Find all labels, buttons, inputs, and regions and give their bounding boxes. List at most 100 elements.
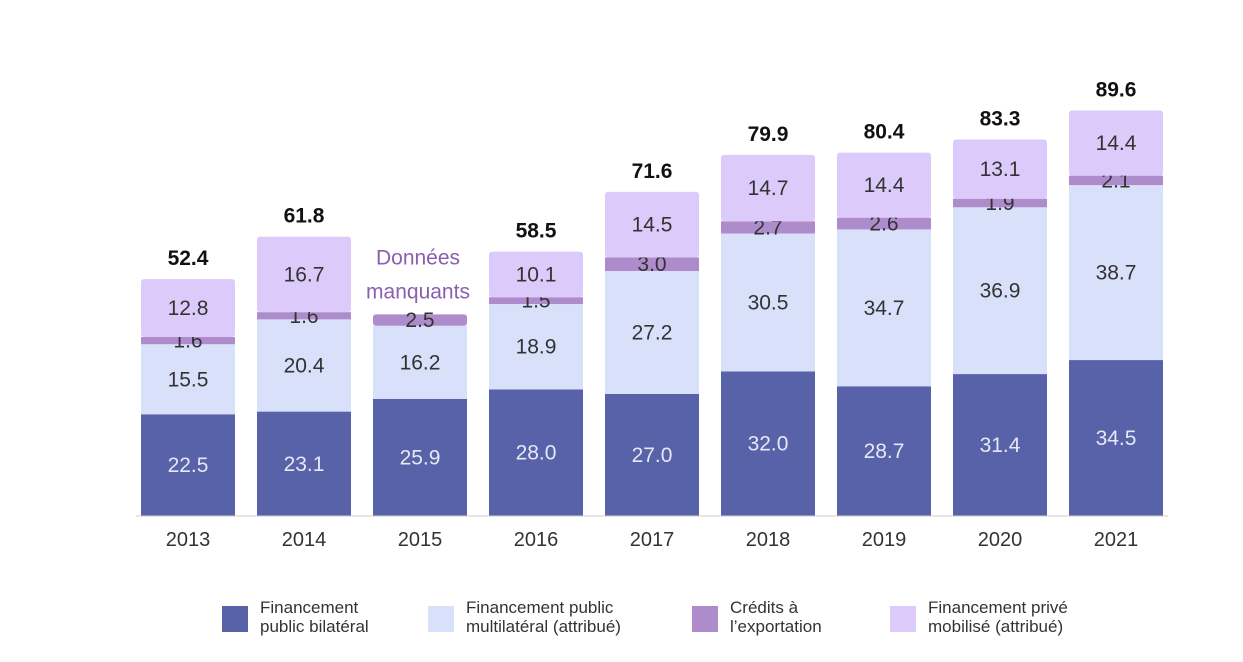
total-label: 83.3 xyxy=(980,107,1021,130)
legend-label-line: l’exportation xyxy=(730,617,822,636)
total-label: 79.9 xyxy=(748,123,789,146)
data-label-private: 12.8 xyxy=(168,297,209,320)
bar-segment-private xyxy=(489,251,583,298)
data-label-bilateral: 34.5 xyxy=(1096,427,1137,450)
data-label-bilateral: 28.0 xyxy=(516,442,557,465)
bar-segment-bilateral xyxy=(953,374,1047,516)
bar-segment-export xyxy=(605,257,699,272)
bar-segment-bilateral xyxy=(837,386,931,516)
bar-segment-bilateral xyxy=(605,393,699,516)
data-label-private: 10.1 xyxy=(516,263,557,286)
bar-segment-multilateral xyxy=(953,207,1047,375)
data-label-bilateral: 22.5 xyxy=(168,454,209,477)
bar-segment-export xyxy=(489,297,583,305)
bar-segment-private xyxy=(837,152,931,218)
bar-segment-export xyxy=(257,312,351,320)
data-label-private: 14.7 xyxy=(748,177,789,200)
x-tick-label: 2020 xyxy=(978,529,1023,551)
bar-segment-multilateral xyxy=(605,271,699,394)
data-label-multilateral: 34.7 xyxy=(864,297,905,320)
legend-item-private: Financement privé mobilisé (attribué) xyxy=(890,598,1068,636)
bar-segment-private xyxy=(141,279,235,338)
legend-swatch-multilateral xyxy=(428,606,454,632)
data-label-private: 14.4 xyxy=(1096,132,1137,155)
legend-label-line: Financement public xyxy=(466,598,614,617)
missing-data-annotation: manquants xyxy=(366,280,470,303)
bar-segment-bilateral xyxy=(141,414,235,516)
legend-label-multilateral: Financement public multilatéral (attribu… xyxy=(466,598,621,636)
legend-label-line: multilatéral (attribué) xyxy=(466,617,621,636)
data-label-private: 16.7 xyxy=(284,263,325,286)
bar-segment-multilateral xyxy=(1069,185,1163,361)
total-label: 71.6 xyxy=(632,160,673,183)
x-tick-label: 2014 xyxy=(282,529,327,551)
legend-label-private: Financement privé mobilisé (attribué) xyxy=(928,598,1068,636)
bar-segment-bilateral xyxy=(257,411,351,516)
bar-segment-multilateral xyxy=(141,344,235,415)
bar-segment-export xyxy=(141,337,235,345)
data-label-bilateral: 32.0 xyxy=(748,433,789,456)
data-label-export: 2.6 xyxy=(869,213,898,236)
legend-label-line: Financement privé xyxy=(928,598,1068,617)
data-label-private: 14.4 xyxy=(864,174,905,197)
data-label-multilateral: 38.7 xyxy=(1096,262,1137,285)
bar-segment-export xyxy=(953,198,1047,208)
total-label: 58.5 xyxy=(516,220,557,243)
data-label-bilateral: 25.9 xyxy=(400,446,441,469)
bar-segment-private xyxy=(257,236,351,313)
stacked-bar-chart: 22.515.51.612.852.4201323.120.41.616.761… xyxy=(136,79,1168,551)
legend-item-bilateral: Financement public bilatéral xyxy=(222,598,369,636)
data-label-export: 3.0 xyxy=(637,253,666,276)
legend-label-bilateral: Financement public bilatéral xyxy=(260,598,369,636)
data-label-multilateral: 16.2 xyxy=(400,351,441,374)
x-tick-label: 2021 xyxy=(1094,529,1139,551)
x-tick-label: 2019 xyxy=(862,529,907,551)
legend-swatch-private xyxy=(890,606,916,632)
data-label-export: 2.7 xyxy=(753,216,782,239)
x-tick-label: 2015 xyxy=(398,529,443,551)
missing-data-annotation: Données xyxy=(376,246,460,269)
legend-label-line: Crédits à xyxy=(730,598,799,617)
x-tick-label: 2018 xyxy=(746,529,791,551)
total-label: 80.4 xyxy=(864,121,905,144)
data-label-bilateral: 28.7 xyxy=(864,440,905,463)
legend-label-line: Financement xyxy=(260,598,359,617)
bar-segment-bilateral xyxy=(373,398,467,516)
bar-segment-export xyxy=(1069,175,1163,186)
bar-segment-bilateral xyxy=(489,389,583,516)
data-label-bilateral: 27.0 xyxy=(632,444,673,467)
data-label-export: 2.5 xyxy=(405,309,434,332)
x-tick-label: 2017 xyxy=(630,529,675,551)
legend-label-line: mobilisé (attribué) xyxy=(928,617,1064,636)
data-label-multilateral: 30.5 xyxy=(748,291,789,314)
data-label-bilateral: 23.1 xyxy=(284,453,325,476)
bar-segment-export xyxy=(721,221,815,234)
total-label: 89.6 xyxy=(1096,79,1137,102)
data-label-private: 13.1 xyxy=(980,158,1021,181)
legend: Financement public bilatéral Financement… xyxy=(222,598,1182,648)
bar-segment-bilateral xyxy=(721,371,815,516)
bar-segment-multilateral xyxy=(489,304,583,390)
legend-swatch-bilateral xyxy=(222,606,248,632)
x-tick-label: 2016 xyxy=(514,529,559,551)
bar-segment-private xyxy=(953,139,1047,199)
bar-segment-multilateral xyxy=(257,319,351,412)
legend-label-export: Crédits à l’exportation xyxy=(730,598,822,636)
data-label-multilateral: 20.4 xyxy=(284,354,325,377)
legend-item-export: Crédits à l’exportation xyxy=(692,598,822,636)
total-label: 52.4 xyxy=(168,247,209,270)
data-label-bilateral: 31.4 xyxy=(980,434,1021,457)
legend-item-multilateral: Financement public multilatéral (attribu… xyxy=(428,598,621,636)
bar-segment-export xyxy=(837,217,931,230)
bar-segment-private xyxy=(721,154,815,222)
data-label-multilateral: 36.9 xyxy=(980,280,1021,303)
data-label-multilateral: 18.9 xyxy=(516,336,557,359)
bar-segment-bilateral xyxy=(1069,360,1163,516)
x-tick-label: 2013 xyxy=(166,529,211,551)
total-label: 61.8 xyxy=(284,205,325,228)
data-label-multilateral: 27.2 xyxy=(632,321,673,344)
bar-segment-multilateral xyxy=(721,233,815,372)
bar-segment-private xyxy=(1069,110,1163,176)
bar-segment-export xyxy=(373,314,467,326)
